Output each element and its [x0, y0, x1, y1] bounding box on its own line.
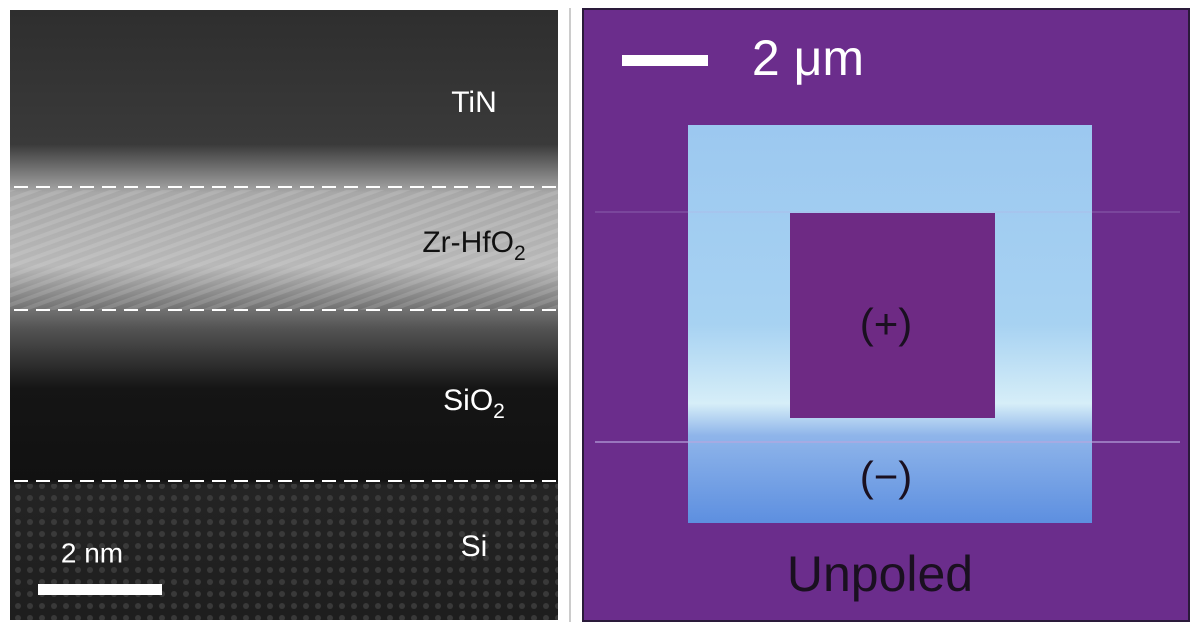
scale-bar-label: 2 nm: [61, 537, 123, 568]
scale-bar: [38, 584, 162, 595]
si-lattice: [10, 484, 558, 620]
layer-label: SiO2: [443, 384, 505, 423]
unpoled-label: Unpoled: [787, 546, 973, 602]
subscript: 2: [514, 242, 526, 265]
scale-bar-label: 2 μm: [752, 30, 864, 86]
lattice-fringes: [10, 190, 558, 310]
layer-label: SiO: [443, 384, 493, 417]
layer-label: Si: [461, 530, 488, 563]
subscript: 2: [493, 400, 505, 423]
right-panel: 2 μm (+) (−) Unpoled: [582, 8, 1190, 622]
positive-label: (+): [860, 300, 913, 347]
positive-region: [790, 213, 995, 418]
layer-label: Zr-HfO: [422, 226, 514, 259]
left-panel: TiN Zr-HfO2 SiO2 Si 2 nm: [10, 10, 558, 620]
negative-label: (−): [860, 453, 913, 500]
layer-label: TiN: [451, 86, 497, 119]
interfaces: [14, 186, 556, 482]
layer-label: Zr-HfO2: [422, 226, 525, 265]
scale-bar: [622, 55, 708, 66]
